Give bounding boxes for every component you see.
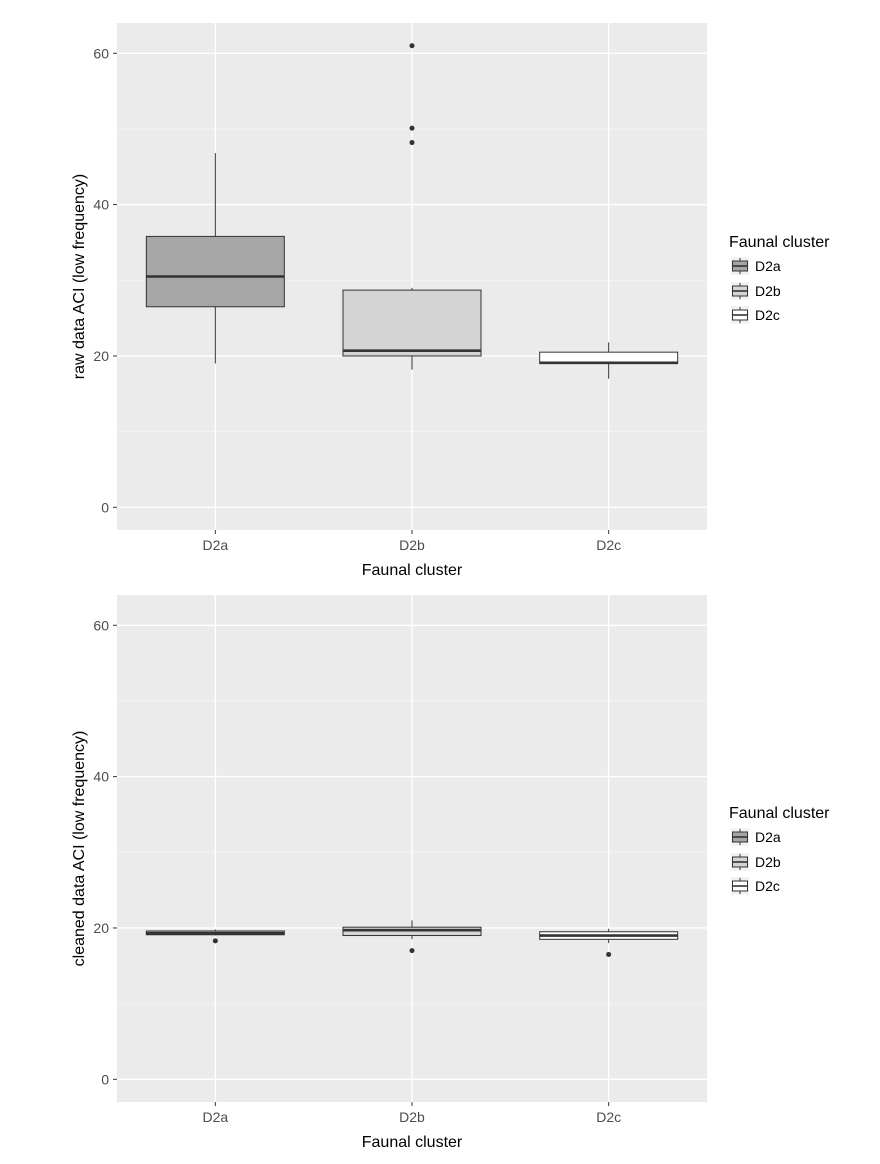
x-axis-title: Faunal cluster — [362, 562, 463, 579]
legend-title: Faunal cluster — [729, 234, 830, 251]
legend: Faunal cluster D2a D2b D2c — [729, 234, 830, 324]
legend-label: D2b — [755, 854, 781, 870]
legend-label: D2b — [755, 283, 781, 299]
x-axis-title: Faunal cluster — [362, 1134, 463, 1151]
y-tick-label: 40 — [93, 197, 109, 213]
box — [145, 235, 285, 308]
outlier-point — [212, 938, 218, 944]
outlier-point — [409, 125, 415, 131]
legend-key-D2c — [731, 877, 749, 895]
boxplot-D2c — [539, 928, 679, 957]
legend-key-D2b — [731, 282, 749, 300]
y-tick-label: 40 — [93, 769, 109, 785]
outlier-point — [409, 948, 415, 954]
y-tick-label: 60 — [93, 45, 109, 61]
legend-label: D2a — [755, 258, 781, 274]
y-tick-label: 0 — [101, 499, 109, 515]
legend-label: D2c — [755, 878, 780, 894]
x-tick-label: D2b — [399, 1109, 425, 1125]
boxplot-D2a — [145, 929, 285, 944]
x-tick-label: D2c — [596, 1109, 621, 1125]
boxplot-D2b — [342, 43, 482, 370]
legend-key-D2c — [731, 306, 749, 324]
y-tick-label: 60 — [93, 617, 109, 633]
outlier-point — [409, 140, 415, 146]
legend: Faunal cluster D2a D2b D2c — [729, 805, 830, 895]
boxplot-D2b — [342, 920, 482, 954]
y-axis-title: cleaned data ACI (low frequency) — [71, 731, 88, 967]
chart-panel-2: 0 20 40 60 D2a D2b D2c Faunal cluster cleaned da… — [71, 595, 830, 1151]
y-tick-label: 0 — [101, 1071, 109, 1087]
legend-label: D2c — [755, 307, 780, 323]
x-tick-label: D2a — [202, 1109, 228, 1125]
legend-key-D2a — [731, 828, 749, 846]
chart-panel-1: 0 20 40 60 D2a D2b D2c Faunal cluster raw data A… — [71, 23, 830, 579]
boxplot-D2c — [539, 342, 679, 379]
boxplot-D2a — [145, 153, 285, 364]
y-tick-label: 20 — [93, 920, 109, 936]
legend-title: Faunal cluster — [729, 805, 830, 822]
x-tick-label: D2b — [399, 537, 425, 553]
legend-key-D2b — [731, 853, 749, 871]
y-tick-label: 20 — [93, 348, 109, 364]
x-tick-label: D2a — [202, 537, 228, 553]
outlier-point — [606, 951, 612, 957]
legend-key-D2a — [731, 257, 749, 275]
outlier-point — [409, 43, 415, 49]
box — [342, 289, 482, 357]
y-axis-title: raw data ACI (low frequency) — [71, 174, 88, 379]
legend-label: D2a — [755, 829, 781, 845]
x-tick-label: D2c — [596, 537, 621, 553]
